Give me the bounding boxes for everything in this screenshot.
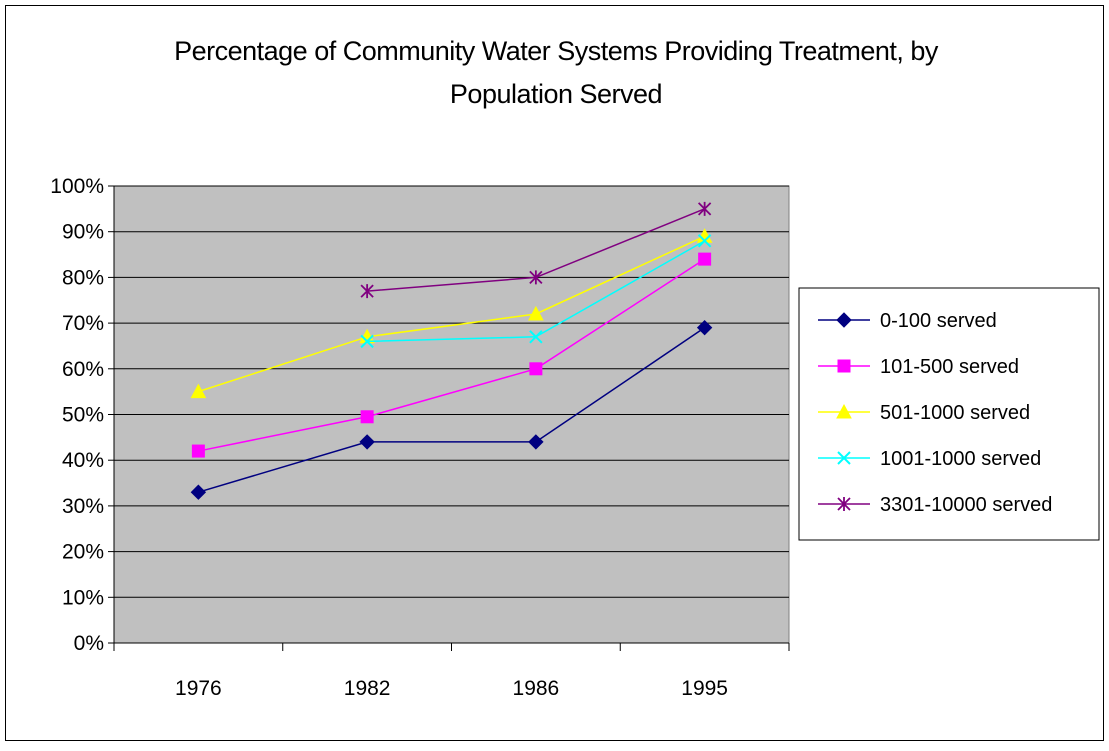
- series-line: [198, 235, 705, 393]
- x-tick-label: 1995: [681, 677, 728, 700]
- legend-marker-x: [837, 451, 851, 465]
- legend-marker-diamond: [836, 312, 852, 328]
- data-point-star: [697, 201, 712, 216]
- data-point-triangle: [359, 328, 375, 344]
- legend-label: 3301-10000 served: [880, 494, 1052, 516]
- series-3301-10000-served: [360, 201, 712, 299]
- chart-title-line-1: Percentage of Community Water Systems Pr…: [174, 36, 939, 66]
- y-tick-label: 40%: [62, 449, 104, 472]
- legend-label: 1001-1000 served: [880, 448, 1041, 470]
- data-point-square: [698, 252, 712, 266]
- data-point-x: [360, 334, 374, 349]
- legend-marker-triangle: [836, 403, 852, 419]
- y-tick-label: 80%: [62, 266, 104, 289]
- axes: 0% 10% 20% 30% 40% 50% 60% 70% 80% 90% 100% 1976 198…: [50, 175, 790, 700]
- legend-marker-square: [837, 359, 851, 373]
- series-group: [190, 201, 713, 500]
- plot-area: [113, 185, 790, 644]
- data-point-star: [360, 284, 374, 299]
- legend: 0-100 served 101-500 served 501-1000 serve…: [798, 287, 1100, 541]
- series-0-100-served: [190, 319, 713, 500]
- data-point-x: [529, 330, 543, 344]
- y-tick-label: 30%: [62, 495, 104, 518]
- data-point-triangle: [190, 383, 207, 399]
- data-point-square: [191, 444, 205, 458]
- legend-label: 501-1000 served: [880, 402, 1030, 424]
- data-point-diamond: [359, 434, 375, 450]
- y-tick-label: 100%: [50, 175, 104, 198]
- data-point-x: [697, 234, 712, 248]
- legend-marker-star: [837, 497, 851, 511]
- series-101-500-served: [191, 252, 712, 458]
- x-tick-label: 1982: [344, 677, 391, 700]
- y-tick-label: 60%: [62, 358, 104, 381]
- legend-label: 101-500 served: [880, 356, 1019, 378]
- y-tick-label: 90%: [62, 221, 104, 244]
- y-tick-label: 10%: [62, 586, 104, 609]
- y-tick-label: 70%: [62, 312, 104, 335]
- data-point-diamond: [696, 319, 713, 336]
- data-point-triangle: [696, 228, 713, 243]
- y-tick-label: 20%: [62, 541, 104, 564]
- y-tick-label: 50%: [62, 404, 104, 427]
- data-point-diamond: [528, 434, 544, 450]
- x-tick-label: 1986: [513, 677, 560, 700]
- series-line: [198, 327, 706, 493]
- data-point-star: [529, 270, 543, 285]
- data-point-square: [360, 410, 374, 424]
- series-line: [198, 258, 706, 452]
- x-tick-label: 1976: [175, 677, 222, 700]
- y-tick-label: 0%: [74, 632, 104, 655]
- legend-label: 0-100 served: [880, 310, 997, 332]
- data-point-triangle: [528, 305, 544, 321]
- series-1001-1000-served: [360, 234, 712, 349]
- series-501-1000-served: [190, 228, 713, 399]
- data-point-square: [529, 362, 543, 376]
- data-point-diamond: [190, 484, 207, 500]
- chart-title-line-2: Population Served: [450, 79, 662, 109]
